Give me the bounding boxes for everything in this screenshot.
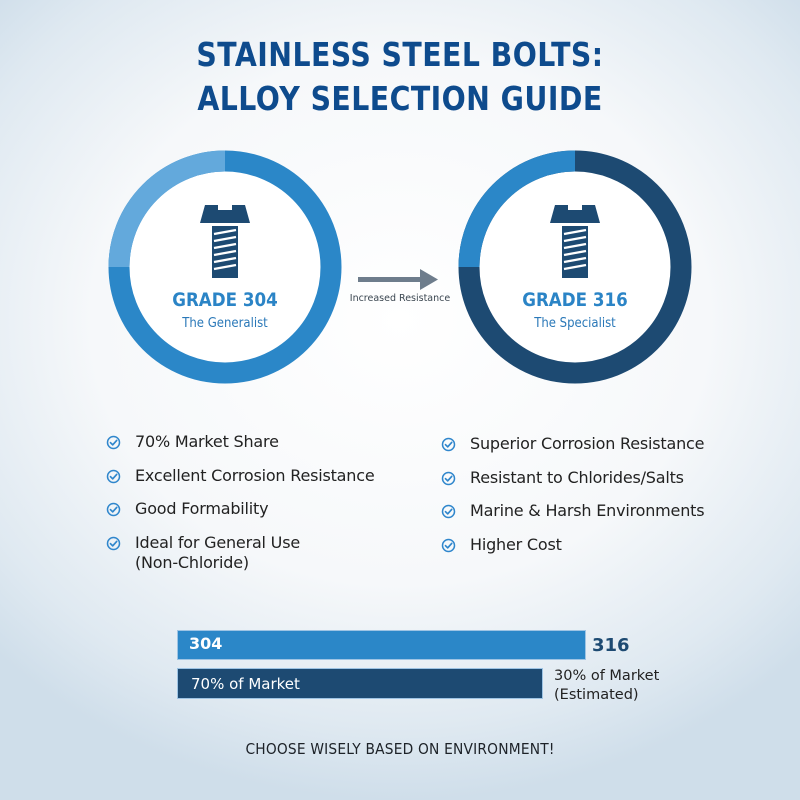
bar-share-label: 70% of Market bbox=[191, 675, 300, 693]
check-circle-icon bbox=[106, 536, 121, 550]
feature-text-line-2: (Non-Chloride) bbox=[135, 552, 249, 572]
feature-text: Excellent Corrosion Resistance bbox=[135, 465, 375, 485]
feature-text: Superior Corrosion Resistance bbox=[470, 434, 705, 453]
feature-text: Resistant to Chlorides/Salts bbox=[470, 467, 684, 487]
feature-item: Higher Cost bbox=[441, 535, 761, 555]
grade-316-title: GRADE 316 bbox=[522, 289, 628, 311]
feature-text: Marine & Harsh Environments bbox=[470, 501, 705, 520]
check-circle-icon bbox=[441, 538, 456, 552]
grade-304-subtitle: The Generalist bbox=[182, 316, 268, 331]
market-bar-304: 304 bbox=[177, 630, 586, 660]
bar-316-share-line-1: 30% of Market bbox=[554, 668, 660, 684]
check-circle-icon bbox=[441, 504, 456, 519]
page-title-line-2: ALLOY SELECTION GUIDE bbox=[197, 79, 603, 118]
check-circle-icon bbox=[106, 502, 121, 517]
market-bar-share: 70% of Market bbox=[177, 668, 543, 699]
bolt-icon bbox=[550, 205, 600, 278]
feature-item: Good Formability bbox=[106, 499, 426, 519]
grade-304-title: GRADE 304 bbox=[172, 289, 278, 311]
feature-text: Good Formability bbox=[135, 499, 269, 518]
feature-item: Resistant to Chlorides/Salts bbox=[441, 468, 761, 488]
grade-316-features: Superior Corrosion Resistance Resistant … bbox=[441, 434, 761, 568]
feature-item: Excellent Corrosion Resistance bbox=[106, 466, 426, 486]
check-circle-icon bbox=[441, 437, 456, 452]
arrow-label: Increased Resistance bbox=[349, 293, 451, 304]
feature-item: Ideal for General Use (Non-Chloride) bbox=[106, 533, 426, 573]
grade-316-subtitle: The Specialist bbox=[534, 316, 616, 331]
page-title-line-1: STAINLESS STEEL BOLTS: bbox=[196, 35, 604, 74]
check-circle-icon bbox=[106, 469, 121, 483]
check-circle-icon bbox=[441, 471, 456, 485]
bar-316-label: 316 bbox=[592, 635, 630, 656]
bolt-icon bbox=[200, 205, 250, 278]
bar-304-label: 304 bbox=[189, 634, 223, 653]
check-circle-icon bbox=[106, 435, 121, 450]
feature-text-line-1: Ideal for General Use bbox=[135, 532, 300, 552]
feature-item: 70% Market Share bbox=[106, 432, 426, 452]
bar-316-share-note: 30% of Market (Estimated) bbox=[554, 667, 659, 705]
feature-item: Marine & Harsh Environments bbox=[441, 501, 761, 521]
feature-item: Superior Corrosion Resistance bbox=[441, 434, 761, 454]
grade-304-features: 70% Market Share Excellent Corrosion Res… bbox=[106, 432, 426, 586]
footer-tagline: CHOOSE WISELY BASED ON ENVIRONMENT! bbox=[245, 740, 555, 758]
feature-text: Higher Cost bbox=[470, 534, 562, 554]
arrow-right-icon bbox=[358, 269, 438, 290]
bar-316-share-line-2: (Estimated) bbox=[554, 687, 639, 703]
feature-text: 70% Market Share bbox=[135, 432, 279, 451]
